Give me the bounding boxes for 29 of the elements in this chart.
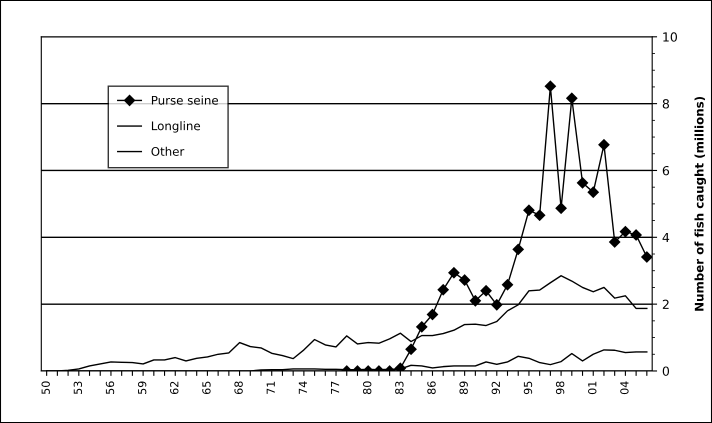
x-tick-label: 56 <box>106 381 114 394</box>
x-tick-label: 80 <box>363 381 372 394</box>
y-axis-title: Number of fish caught (millions) <box>694 96 706 311</box>
x-tick-label: 89 <box>459 381 468 394</box>
x-tick-label: 01 <box>588 382 596 394</box>
legend-label: Purse seine <box>152 96 218 105</box>
legend-label: Longline <box>152 121 200 133</box>
y-tick-label: 10 <box>663 32 677 42</box>
x-tick-label: 71 <box>266 382 275 394</box>
y-tick-label: 4 <box>662 232 670 242</box>
x-tick-label: 95 <box>524 382 532 394</box>
y-tick-label: 0 <box>662 366 670 376</box>
x-tick-label: 98 <box>556 381 564 394</box>
x-tick-label: 86 <box>427 381 436 394</box>
x-tick-label: 83 <box>395 382 404 394</box>
x-tick-label: 59 <box>138 381 146 394</box>
x-tick-label: 65 <box>202 382 211 394</box>
y-tick-label: 6 <box>662 166 670 176</box>
x-tick-label: 77 <box>330 382 340 394</box>
x-tick-label: 68 <box>234 381 243 394</box>
x-tick-label: 74 <box>298 381 307 394</box>
y-tick-label: 2 <box>662 300 669 309</box>
x-tick-label: 53 <box>74 382 82 394</box>
legend-label: Other <box>151 146 184 156</box>
y-tick-label: 8 <box>662 99 670 109</box>
x-tick-label: 50 <box>41 381 50 394</box>
x-tick-label: 92 <box>492 382 500 394</box>
x-tick-label: 04 <box>620 381 629 394</box>
x-tick-label: 62 <box>170 382 178 394</box>
